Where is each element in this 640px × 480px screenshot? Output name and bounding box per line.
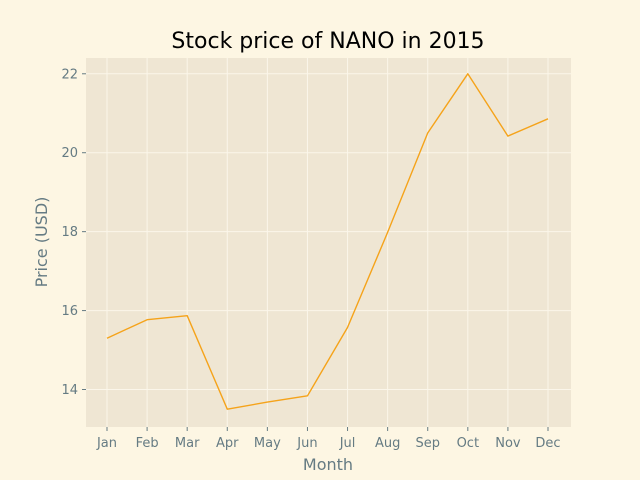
chart-title: Stock price of NANO in 2015 (171, 29, 484, 54)
x-tick-label: Mar (175, 436, 200, 451)
x-tick-label: May (254, 436, 281, 451)
x-tick-label: Dec (535, 436, 560, 451)
x-tick-label: Feb (136, 436, 159, 451)
x-tick-label: Jun (296, 436, 317, 451)
y-tick-label: 16 (61, 304, 78, 319)
x-tick-label: Oct (457, 436, 479, 451)
x-tick-label: Aug (375, 436, 400, 451)
y-axis-ticks: 14 16 18 20 22 (61, 67, 86, 398)
x-axis-ticks: Jan Feb Mar Apr May Jun Jul Aug Sep Oct Nov Dec (96, 427, 561, 451)
x-tick-label: Sep (415, 436, 440, 451)
y-tick-label: 20 (61, 146, 78, 161)
plot-area (86, 58, 571, 427)
y-tick-label: 22 (61, 67, 78, 82)
x-tick-label: Jul (339, 436, 356, 451)
x-tick-label: Jan (96, 436, 117, 451)
y-tick-label: 18 (61, 225, 78, 240)
x-tick-label: Apr (216, 436, 239, 451)
x-axis-label: Month (303, 455, 353, 474)
y-tick-label: 14 (61, 383, 78, 398)
x-tick-label: Nov (495, 436, 521, 451)
y-axis-label: Price (USD) (32, 197, 51, 288)
